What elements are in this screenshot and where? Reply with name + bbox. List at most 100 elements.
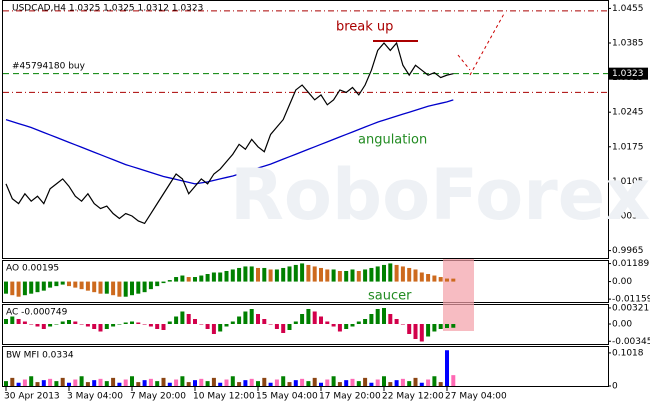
bar xyxy=(312,311,317,324)
bar xyxy=(35,324,40,327)
bar xyxy=(136,281,141,294)
bar xyxy=(4,319,8,324)
bar xyxy=(400,324,405,325)
bar xyxy=(375,379,380,386)
bar xyxy=(445,324,449,328)
bar xyxy=(419,324,424,342)
price-box xyxy=(608,67,648,80)
bar xyxy=(230,376,235,386)
bar xyxy=(161,377,166,386)
y-tick-label: 0.00 xyxy=(612,320,632,330)
y-tick-label: 1.0245 xyxy=(612,108,644,118)
bar xyxy=(243,311,248,324)
bar xyxy=(180,311,185,324)
bar xyxy=(281,376,286,386)
bar xyxy=(375,266,380,282)
bar xyxy=(413,269,418,282)
bar xyxy=(104,324,109,329)
bar xyxy=(363,377,368,386)
bar xyxy=(136,382,141,386)
y-tick-label: 0.9965 xyxy=(612,246,644,256)
bar xyxy=(388,263,393,282)
y-tick-label: 1.0385 xyxy=(612,39,644,49)
bar xyxy=(186,277,191,282)
bar xyxy=(29,324,34,325)
bar xyxy=(312,377,317,386)
bar xyxy=(388,382,393,386)
bar xyxy=(174,316,179,324)
bar xyxy=(363,269,368,282)
y-tick-label: 1.0105 xyxy=(612,177,644,187)
bar xyxy=(356,381,361,386)
bar xyxy=(130,376,134,386)
bar xyxy=(4,281,8,294)
bar xyxy=(123,281,128,297)
bar xyxy=(199,324,204,325)
x-tick-label: 7 May 20:00 xyxy=(130,392,186,402)
x-tick-label: 17 May 20:00 xyxy=(319,392,381,402)
bar xyxy=(274,379,279,386)
bar xyxy=(319,316,323,324)
bar xyxy=(237,382,242,386)
bar xyxy=(79,324,84,325)
bar xyxy=(117,324,122,325)
bar xyxy=(10,281,15,296)
bar xyxy=(117,382,122,386)
bar xyxy=(382,376,386,386)
bar xyxy=(300,314,305,324)
bar xyxy=(350,324,355,327)
bar xyxy=(369,382,374,386)
order-label: #45794180 buy xyxy=(12,62,86,72)
bar xyxy=(224,324,229,327)
bar xyxy=(394,264,399,282)
bar xyxy=(249,378,254,386)
bar xyxy=(388,314,393,324)
bar xyxy=(29,376,34,386)
bar xyxy=(16,382,21,386)
bar xyxy=(54,381,59,386)
bar xyxy=(205,274,210,282)
bar xyxy=(325,379,330,386)
bar xyxy=(407,324,412,334)
bar xyxy=(369,314,374,324)
bar xyxy=(111,377,116,386)
bar xyxy=(375,309,380,324)
bar xyxy=(180,376,185,386)
bar xyxy=(98,378,103,386)
bar xyxy=(413,324,418,339)
bar xyxy=(155,281,160,287)
bar xyxy=(218,382,223,386)
bar xyxy=(148,324,153,327)
bar xyxy=(79,376,84,386)
bar xyxy=(142,380,147,386)
bar xyxy=(243,266,248,282)
bar xyxy=(394,380,399,386)
bar xyxy=(48,378,53,386)
y-tick-label: 1.0175 xyxy=(612,142,644,152)
bar xyxy=(10,377,15,386)
bar xyxy=(256,314,260,324)
bar xyxy=(249,309,254,324)
bar xyxy=(98,281,103,294)
bar xyxy=(211,272,216,282)
bar xyxy=(274,324,279,329)
bar xyxy=(356,321,361,324)
x-tick-label: 22 May 12:00 xyxy=(382,392,444,402)
bar xyxy=(123,379,128,386)
bar xyxy=(363,319,368,324)
x-tick-label: 10 May 12:00 xyxy=(193,392,255,402)
bar xyxy=(274,269,279,282)
bar xyxy=(130,321,134,324)
bar xyxy=(22,281,27,296)
bar xyxy=(92,324,97,329)
bar xyxy=(262,319,267,324)
bar xyxy=(41,380,46,386)
bar xyxy=(268,324,273,325)
x-tick-label: 3 May 04:00 xyxy=(67,392,123,402)
bar xyxy=(325,269,330,282)
bar xyxy=(306,309,311,324)
bar xyxy=(256,381,260,386)
bar xyxy=(306,264,311,282)
y-tick-label: 0 xyxy=(612,382,618,392)
